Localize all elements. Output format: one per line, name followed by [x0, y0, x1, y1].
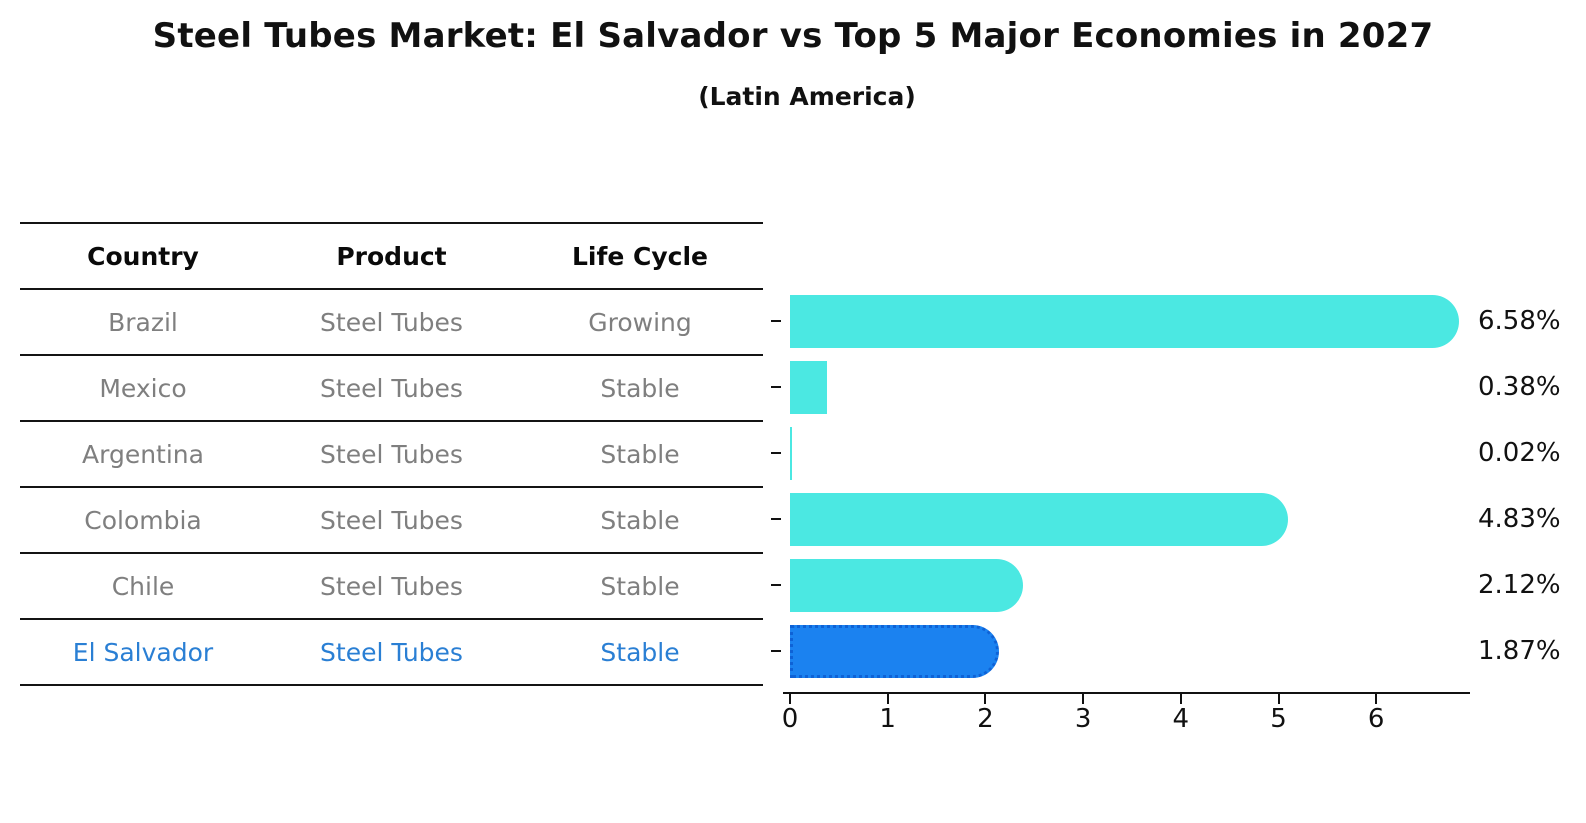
cell-country: Colombia	[84, 505, 202, 535]
x-axis-tick-label: 2	[977, 704, 994, 734]
cell-country: Argentina	[82, 439, 204, 469]
y-axis-tick	[771, 452, 781, 454]
cell-country: Chile	[111, 571, 175, 601]
x-axis-tick-label: 1	[879, 704, 896, 734]
x-axis-tick	[1179, 694, 1182, 704]
bar-colombia	[790, 492, 1288, 546]
y-axis-tick	[771, 650, 781, 652]
table-row-colombia: Colombia Steel Tubes Stable	[20, 486, 763, 552]
bar-value-label: 6.58%	[1478, 306, 1561, 336]
cell-product: Steel Tubes	[320, 637, 463, 667]
x-axis-tick	[886, 694, 889, 704]
y-axis-tick	[771, 386, 781, 388]
column-header-country: Country	[87, 241, 199, 271]
y-axis-tick	[771, 584, 781, 586]
bar-el-salvador	[790, 624, 999, 678]
cell-product: Steel Tubes	[320, 373, 463, 403]
table-row-chile: Chile Steel Tubes Stable	[20, 552, 763, 618]
cell-country: El Salvador	[72, 637, 214, 667]
cell-life-cycle: Stable	[600, 571, 680, 601]
chart-title: Steel Tubes Market: El Salvador vs Top 5…	[152, 16, 1434, 56]
column-header-life-cycle: Life Cycle	[571, 241, 709, 271]
cell-product: Steel Tubes	[320, 307, 463, 337]
x-axis-tick-label: 4	[1172, 704, 1190, 734]
bar-value-label: 0.38%	[1478, 372, 1561, 402]
x-axis-tick-label: 6	[1367, 704, 1385, 734]
table-header-row: Country Product Life Cycle	[20, 222, 763, 288]
cell-life-cycle: Growing	[588, 307, 692, 337]
x-axis-tick-label: 3	[1074, 704, 1092, 734]
y-axis-tick	[771, 320, 781, 322]
table-row-mexico: Mexico Steel Tubes Stable	[20, 354, 763, 420]
cell-country: Mexico	[99, 373, 187, 403]
x-axis-tick	[789, 694, 791, 704]
x-axis-tick	[1375, 694, 1378, 704]
x-axis-tick-label: 5	[1270, 704, 1287, 734]
y-axis-tick	[771, 518, 781, 520]
cell-life-cycle: Stable	[600, 505, 680, 535]
x-axis-tick-label: 0	[781, 704, 799, 734]
bar-argentina	[790, 426, 792, 480]
cell-life-cycle: Stable	[600, 439, 680, 469]
column-header-product: Product	[336, 241, 447, 271]
cell-life-cycle: Stable	[600, 637, 680, 667]
bar-brazil	[790, 294, 1459, 348]
x-axis-tick	[1277, 694, 1280, 704]
bar-value-label: 1.87%	[1478, 636, 1561, 666]
bar-value-label: 2.12%	[1478, 570, 1561, 600]
bar-value-label: 0.02%	[1478, 438, 1561, 468]
table-row-brazil: Brazil Steel Tubes Growing	[20, 288, 763, 354]
bar-value-label: 4.83%	[1478, 504, 1561, 534]
cell-product: Steel Tubes	[320, 439, 463, 469]
table-row-argentina: Argentina Steel Tubes Stable	[20, 420, 763, 486]
x-axis-tick	[1082, 694, 1085, 704]
cell-product: Steel Tubes	[320, 505, 463, 535]
cell-country: Brazil	[108, 307, 178, 337]
bar-mexico	[790, 360, 828, 414]
bar-chile	[790, 558, 1024, 612]
table-row-el-salvador: El Salvador Steel Tubes Stable	[20, 618, 763, 684]
x-axis-tick	[984, 694, 987, 704]
chart-subtitle: (Latin America)	[698, 82, 916, 111]
x-axis-line	[783, 692, 1470, 694]
cell-life-cycle: Stable	[600, 373, 680, 403]
country-table: Country Product Life Cycle Brazil Steel …	[20, 222, 763, 686]
cell-product: Steel Tubes	[320, 571, 463, 601]
